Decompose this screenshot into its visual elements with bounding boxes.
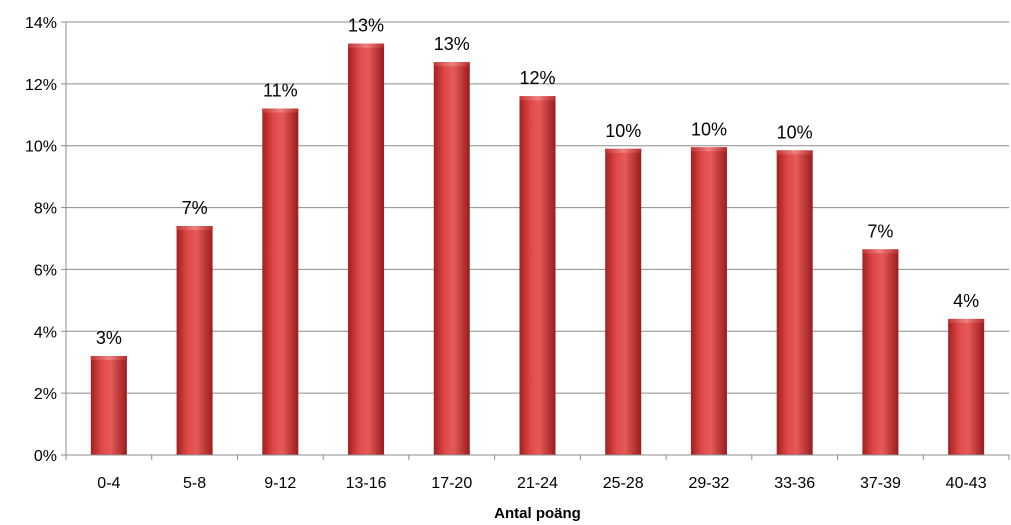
data-label: 11%: [263, 81, 298, 101]
x-tick-label: 40-43: [946, 475, 987, 492]
y-tick-label: 12%: [25, 77, 57, 94]
data-label: 10%: [691, 119, 727, 139]
x-tick-label: 17-20: [431, 475, 472, 492]
bar: [348, 43, 385, 456]
data-label: 13%: [434, 34, 470, 54]
x-axis-tick-labels: 0-4 5-8 9-12 13-16 17-20 21-24 25-28 29-32 33-36…: [65, 455, 1010, 492]
x-tick-label: 37-39: [860, 475, 901, 492]
y-tick-label: 10%: [25, 139, 57, 156]
x-tick-label: 29-32: [688, 475, 729, 492]
y-tick-label: 0%: [34, 448, 57, 465]
bar: [690, 147, 727, 455]
bar: [262, 108, 299, 455]
x-tick-label: 5-8: [183, 475, 206, 492]
data-label: 7%: [182, 198, 208, 218]
bar: [776, 150, 813, 455]
data-label: 4%: [953, 291, 979, 311]
data-label: 3%: [96, 328, 122, 348]
x-tick-label: 0-4: [97, 475, 120, 492]
bar: [605, 148, 642, 456]
data-label: 10%: [605, 121, 641, 141]
y-tick-label: 8%: [34, 201, 57, 218]
x-tick-label: 9-12: [264, 475, 296, 492]
y-tick-label: 2%: [34, 386, 57, 403]
bar: [948, 318, 985, 455]
y-tick-label: 14%: [25, 15, 57, 32]
x-axis-title: Antal poäng: [494, 505, 581, 522]
y-axis-tick-labels: 0% 2% 4% 6% 8% 10% 12% 14%: [25, 15, 57, 465]
x-tick-label: 21-24: [517, 475, 558, 492]
data-label: 13%: [348, 16, 384, 36]
data-label: 12%: [519, 68, 555, 88]
data-label: 10%: [777, 122, 813, 142]
bars: [90, 43, 985, 456]
bar: [862, 249, 899, 455]
bar: [519, 96, 556, 455]
data-label: 7%: [867, 221, 893, 241]
x-tick-label: 33-36: [774, 475, 815, 492]
y-tick-label: 6%: [34, 262, 57, 279]
bar: [176, 226, 213, 455]
x-tick-label: 13-16: [346, 475, 387, 492]
x-tick-label: 25-28: [603, 475, 644, 492]
y-tick-label: 4%: [34, 324, 57, 341]
bar: [433, 62, 470, 455]
bar: [90, 356, 127, 455]
data-labels: 3% 7% 11% 13% 13% 12% 10% 10% 10% 7% 4%: [96, 16, 979, 348]
